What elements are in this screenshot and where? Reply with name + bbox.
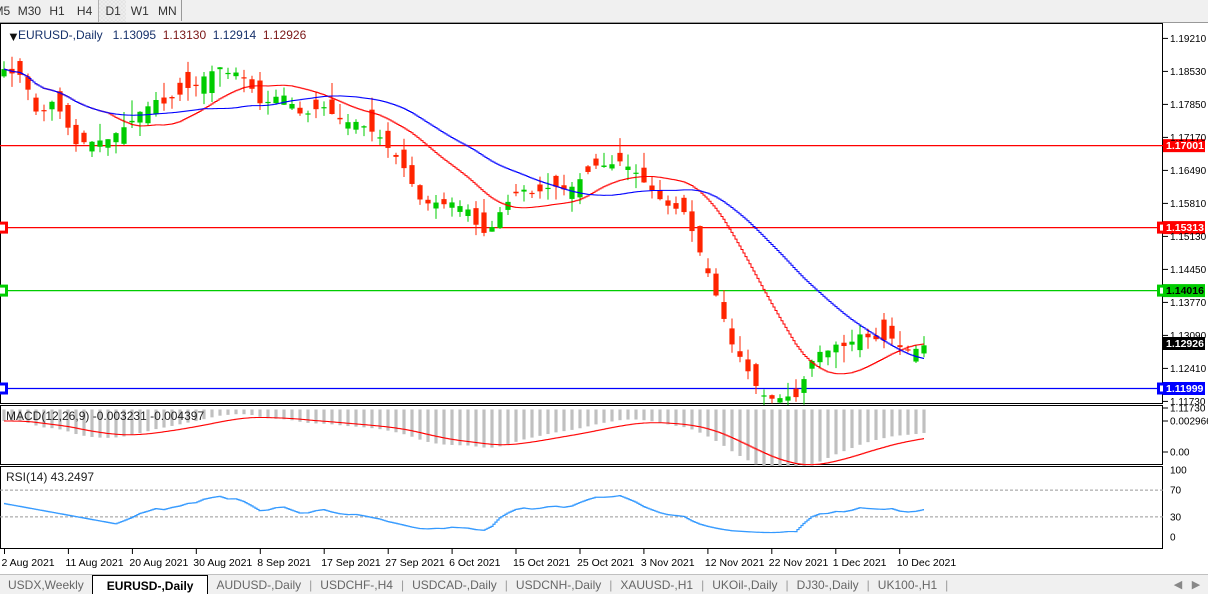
svg-text:22 Nov 2021: 22 Nov 2021 <box>769 557 829 569</box>
svg-text:17 Sep 2021: 17 Sep 2021 <box>321 557 381 569</box>
svg-text:8 Sep 2021: 8 Sep 2021 <box>257 557 311 569</box>
svg-text:30 Aug 2021: 30 Aug 2021 <box>193 557 252 569</box>
svg-text:25 Oct 2021: 25 Oct 2021 <box>577 557 634 569</box>
svg-text:12 Nov 2021: 12 Nov 2021 <box>705 557 765 569</box>
svg-text:6 Oct 2021: 6 Oct 2021 <box>449 557 501 569</box>
svg-text:3 Nov 2021: 3 Nov 2021 <box>641 557 695 569</box>
svg-text:15 Oct 2021: 15 Oct 2021 <box>513 557 570 569</box>
svg-text:2 Aug 2021: 2 Aug 2021 <box>2 557 55 569</box>
svg-text:20 Aug 2021: 20 Aug 2021 <box>129 557 188 569</box>
svg-text:10 Dec 2021: 10 Dec 2021 <box>897 557 957 569</box>
svg-text:27 Sep 2021: 27 Sep 2021 <box>385 557 445 569</box>
svg-text:11 Aug 2021: 11 Aug 2021 <box>65 557 123 569</box>
svg-text:1 Dec 2021: 1 Dec 2021 <box>833 557 887 569</box>
